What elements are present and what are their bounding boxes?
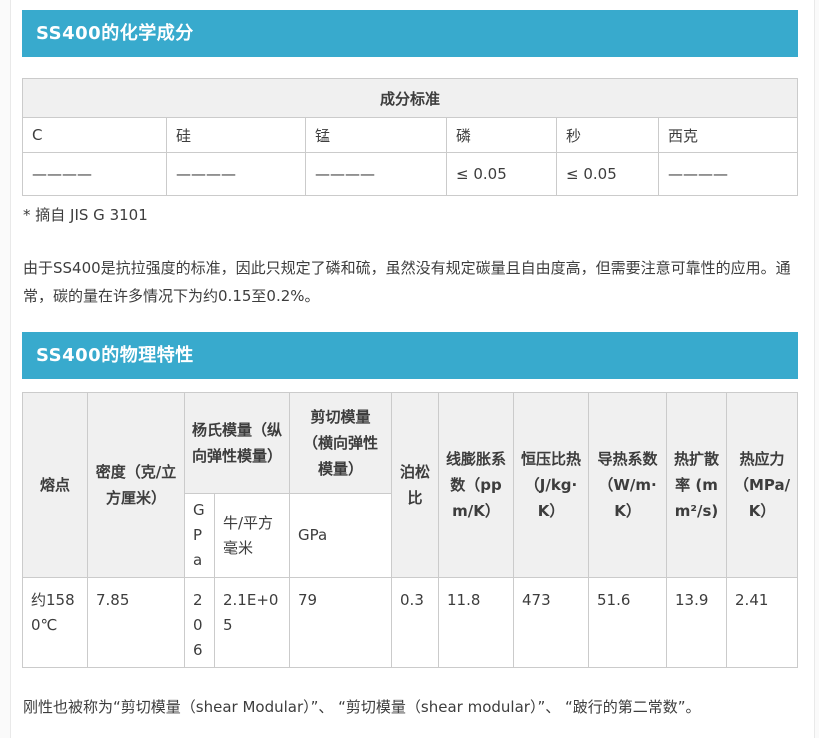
column-header-linear-expansion: 线膨胀系数（ppm/K）: [438, 392, 515, 578]
section-title-chemical: SS400的化学成分: [36, 23, 194, 44]
table-cell: ————: [22, 152, 167, 196]
column-header-s: 秒: [556, 117, 659, 153]
physical-header-row-1: 熔点 密度（克/立方厘米） 杨氏模量（纵向弹性模量） 剪切模量（横向弹性模量） …: [22, 392, 799, 578]
column-header-youngs-modulus: 杨氏模量（纵向弹性模量）: [183, 392, 291, 494]
column-header-p: 磷: [446, 117, 557, 153]
column-header-thermal-stress: 热应力（MPa/K）: [726, 392, 799, 578]
unit-cell-shear-gpa: GPa: [289, 493, 393, 578]
column-header-poisson-ratio: 泊松比: [391, 392, 440, 578]
section-header-chemical: SS400的化学成分: [22, 10, 798, 57]
table-cell: 206: [184, 577, 215, 668]
table-cell: 11.8: [438, 577, 515, 668]
physical-paragraph: 刚性也被称为“剪切模量（shear Modular）”、 “剪切模量（shear…: [23, 698, 701, 716]
column-header-c: C: [22, 117, 167, 153]
column-header-shear-modulus: 剪切模量（横向弹性模量）: [289, 392, 393, 494]
table-cell: 473: [513, 577, 590, 668]
page-container: SS400的化学成分 成分标准 C 硅 锰 磷 秒 西克 ———— ———— —…: [10, 0, 815, 738]
unit-cell-gpa: GPa: [184, 493, 215, 578]
table-cell: 13.9: [666, 577, 728, 668]
table-cell: 约1580℃: [22, 577, 88, 668]
table-cell: ≤ 0.05: [556, 152, 659, 196]
table-header-row: C 硅 锰 磷 秒 西克: [22, 117, 799, 153]
column-header-mn: 锰: [305, 117, 447, 153]
table-footnote: * 摘自 JIS G 3101: [23, 206, 148, 224]
table-cell: ————: [305, 152, 447, 196]
table-cell: 7.85: [87, 577, 185, 668]
table-caption-row: 成分标准: [21, 78, 799, 118]
chemical-paragraph: 由于SS400是抗拉强度的标准，因此只规定了磷和硫，虽然没有规定碳量且自由度高，…: [23, 259, 791, 305]
table-cell: ≤ 0.05: [446, 152, 557, 196]
physical-data-row: 约1580℃ 7.85 206 2.1E+05 79 0.3 11.8 473 …: [22, 577, 799, 668]
column-header-si: 硅: [166, 117, 306, 153]
table-value-row: ———— ———— ———— ≤ 0.05 ≤ 0.05 ————: [22, 152, 799, 196]
column-header-thermal-conductivity: 导热系数（W/m·K）: [588, 392, 668, 578]
chemical-composition-table: 成分标准 C 硅 锰 磷 秒 西克 ———— ———— ———— ≤ 0.05 …: [21, 78, 799, 196]
column-header-density: 密度（克/立方厘米）: [87, 392, 185, 578]
column-header-xike: 西克: [657, 117, 799, 153]
table-cell: 0.3: [391, 577, 440, 668]
table-cell: 2.41: [726, 577, 799, 668]
section-title-physical: SS400的物理特性: [36, 345, 194, 366]
table-cell: 51.6: [588, 577, 668, 668]
section-header-physical: SS400的物理特性: [22, 332, 798, 379]
table-cell: 2.1E+05: [213, 577, 291, 668]
column-header-melting-point: 熔点: [22, 392, 88, 578]
table-cell: 79: [289, 577, 393, 668]
unit-cell-nmm2: 牛/平方毫米: [213, 493, 291, 578]
table-caption: 成分标准: [21, 78, 799, 118]
physical-properties-table: 熔点 密度（克/立方厘米） 杨氏模量（纵向弹性模量） 剪切模量（横向弹性模量） …: [22, 392, 799, 668]
column-header-thermal-diffusivity: 热扩散率 (mm²/s): [666, 392, 728, 578]
table-cell: ————: [166, 152, 306, 196]
table-cell: ————: [657, 152, 799, 196]
column-header-specific-heat: 恒压比热（J/kg·K）: [513, 392, 590, 578]
